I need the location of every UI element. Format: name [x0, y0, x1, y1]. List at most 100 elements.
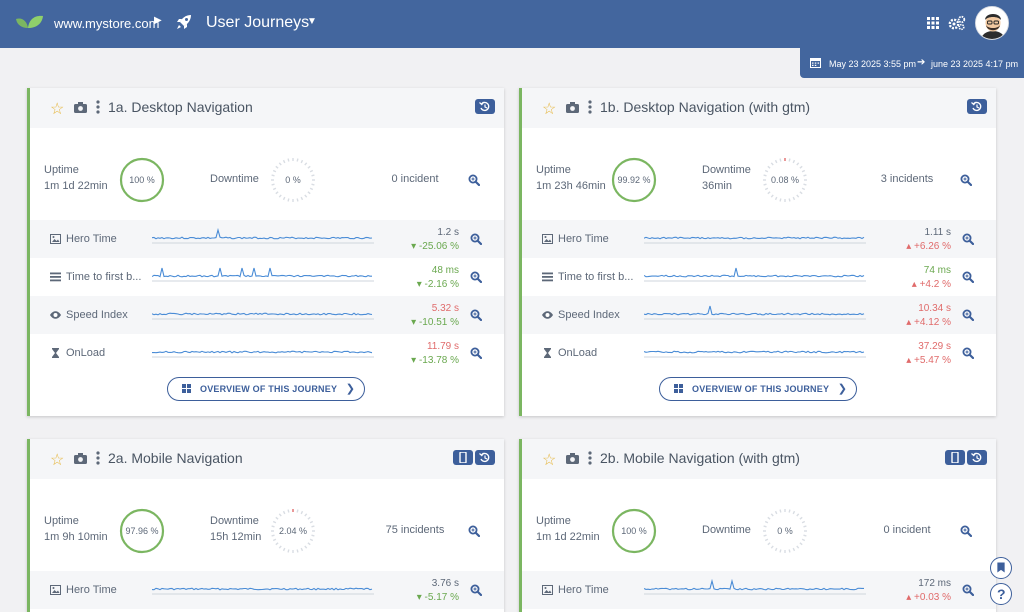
favorite-star-icon[interactable]: ☆ — [542, 452, 557, 469]
metric-delta: ▴ +5.47 % — [906, 355, 951, 366]
metric-delta: ▾ -13.78 % — [411, 355, 459, 366]
metric-row[interactable]: Speed Index 5.32 s ▾ -10.51 % — [30, 296, 504, 334]
history-button[interactable] — [967, 450, 987, 465]
metric-zoom-button[interactable] — [470, 270, 483, 284]
metric-zoom-button[interactable] — [962, 270, 975, 284]
metric-row[interactable]: Hero Time 1.11 s ▴ +6.26 % — [522, 220, 996, 258]
metric-sparkline[interactable] — [152, 342, 374, 362]
zoom-in-icon[interactable] — [470, 584, 483, 597]
chevron-down-icon[interactable]: ▼ — [307, 16, 317, 27]
metric-sparkline[interactable] — [152, 266, 374, 286]
zoom-in-icon[interactable] — [470, 233, 483, 246]
metric-sparkline[interactable] — [644, 228, 866, 248]
metric-zoom-button[interactable] — [962, 232, 975, 246]
incident-count[interactable]: 0 incident — [391, 173, 439, 185]
metric-row[interactable]: OnLoad 37.29 s ▴ +5.47 % — [522, 334, 996, 372]
metric-row[interactable]: Hero Time 3.76 s ▾ -5.17 % — [30, 571, 504, 609]
history-button[interactable] — [475, 450, 495, 465]
history-button[interactable] — [967, 99, 987, 114]
zoom-in-icon[interactable] — [470, 271, 483, 284]
date-range-picker[interactable]: May 23 2025 3:55 pm ➔ june 23 2025 4:17 … — [800, 48, 1024, 78]
zoom-in-icon[interactable] — [470, 347, 483, 360]
metric-row[interactable]: Speed Index 10.34 s ▴ +4.12 % — [522, 296, 996, 334]
card-title[interactable]: 2a. Mobile Navigation — [108, 450, 243, 466]
help-button[interactable]: ? — [990, 583, 1012, 605]
bookmark-button[interactable] — [990, 557, 1012, 579]
incidents-zoom-button[interactable] — [960, 524, 973, 538]
site-breadcrumb[interactable]: www.mystore.com — [54, 16, 160, 31]
metric-sparkline[interactable] — [644, 579, 866, 599]
metric-delta: ▾ -10.51 % — [411, 317, 459, 328]
metric-label: OnLoad — [66, 347, 106, 359]
apps-grid-icon[interactable] — [927, 17, 939, 29]
favorite-star-icon[interactable]: ☆ — [50, 452, 65, 469]
favorite-star-icon[interactable]: ☆ — [542, 101, 557, 118]
mobile-device-button[interactable] — [945, 450, 965, 465]
zoom-in-icon[interactable] — [468, 525, 481, 538]
settings-gears-icon[interactable] — [948, 15, 966, 31]
incident-count[interactable]: 0 incident — [883, 524, 931, 536]
metric-zoom-button[interactable] — [962, 308, 975, 322]
metric-row[interactable]: Hero Time 172 ms ▴ +0.03 % — [522, 571, 996, 609]
incident-count[interactable]: 3 incidents — [880, 173, 934, 185]
metric-row[interactable]: Time to first b... 74 ms ▴ +4.2 % — [522, 258, 996, 296]
trend-up-icon: ▴ — [906, 355, 915, 366]
card-header: ☆ 1b. Desktop Navigation (with gtm) — [522, 88, 996, 128]
mobile-device-button[interactable] — [453, 450, 473, 465]
card-title[interactable]: 2b. Mobile Navigation (with gtm) — [600, 450, 800, 466]
zoom-in-icon[interactable] — [468, 174, 481, 187]
page-title-dropdown[interactable]: User Journeys — [206, 14, 310, 31]
uptime-ring — [119, 157, 165, 203]
date-to: june 23 2025 4:17 pm — [931, 59, 1019, 69]
zoom-in-icon[interactable] — [962, 233, 975, 246]
camera-icon[interactable] — [74, 102, 87, 113]
arrow-right-icon: ➔ — [917, 57, 926, 68]
more-menu-icon[interactable] — [588, 451, 592, 465]
incidents-zoom-button[interactable] — [960, 173, 973, 187]
incidents-zoom-button[interactable] — [468, 173, 481, 187]
camera-icon[interactable] — [566, 453, 579, 464]
metric-sparkline[interactable] — [152, 579, 374, 599]
metric-zoom-button[interactable] — [962, 346, 975, 360]
card-title[interactable]: 1b. Desktop Navigation (with gtm) — [600, 99, 811, 115]
uptime-duration: 1m 9h 10min — [44, 531, 108, 543]
incidents-zoom-button[interactable] — [468, 524, 481, 538]
zoom-in-icon[interactable] — [470, 309, 483, 322]
favorite-star-icon[interactable]: ☆ — [50, 101, 65, 118]
metric-sparkline[interactable] — [152, 304, 374, 324]
leaf-logo-icon[interactable] — [14, 13, 44, 33]
zoom-in-icon[interactable] — [960, 525, 973, 538]
zoom-in-icon[interactable] — [962, 271, 975, 284]
metric-sparkline[interactable] — [152, 228, 374, 248]
camera-icon[interactable] — [74, 453, 87, 464]
metric-delta-value: +6.26 % — [914, 241, 951, 252]
mobile-icon — [459, 452, 467, 463]
metric-row[interactable]: Time to first b... 48 ms ▾ -2.16 % — [30, 258, 504, 296]
more-menu-icon[interactable] — [588, 100, 592, 114]
more-menu-icon[interactable] — [96, 100, 100, 114]
metric-label: Speed Index — [66, 309, 128, 321]
metric-zoom-button[interactable] — [470, 308, 483, 322]
incident-count[interactable]: 75 incidents — [385, 524, 445, 536]
metric-zoom-button[interactable] — [470, 583, 483, 597]
zoom-in-icon[interactable] — [960, 174, 973, 187]
metric-zoom-button[interactable] — [470, 232, 483, 246]
zoom-in-icon[interactable] — [962, 309, 975, 322]
zoom-in-icon[interactable] — [962, 584, 975, 597]
metric-sparkline[interactable] — [644, 266, 866, 286]
metric-row[interactable]: OnLoad 11.79 s ▾ -13.78 % — [30, 334, 504, 372]
zoom-in-icon[interactable] — [962, 347, 975, 360]
user-avatar[interactable] — [975, 6, 1009, 40]
metric-zoom-button[interactable] — [470, 346, 483, 360]
metric-value: 10.34 s — [918, 303, 951, 314]
history-button[interactable] — [475, 99, 495, 114]
card-title[interactable]: 1a. Desktop Navigation — [108, 99, 253, 115]
metric-sparkline[interactable] — [644, 304, 866, 324]
metric-row[interactable]: Hero Time 1.2 s ▾ -25.06 % — [30, 220, 504, 258]
camera-icon[interactable] — [566, 102, 579, 113]
more-menu-icon[interactable] — [96, 451, 100, 465]
metric-sparkline[interactable] — [644, 342, 866, 362]
overview-journey-button[interactable]: OVERVIEW OF THIS JOURNEY ❯ — [659, 377, 857, 401]
metric-zoom-button[interactable] — [962, 583, 975, 597]
overview-journey-button[interactable]: OVERVIEW OF THIS JOURNEY ❯ — [167, 377, 365, 401]
